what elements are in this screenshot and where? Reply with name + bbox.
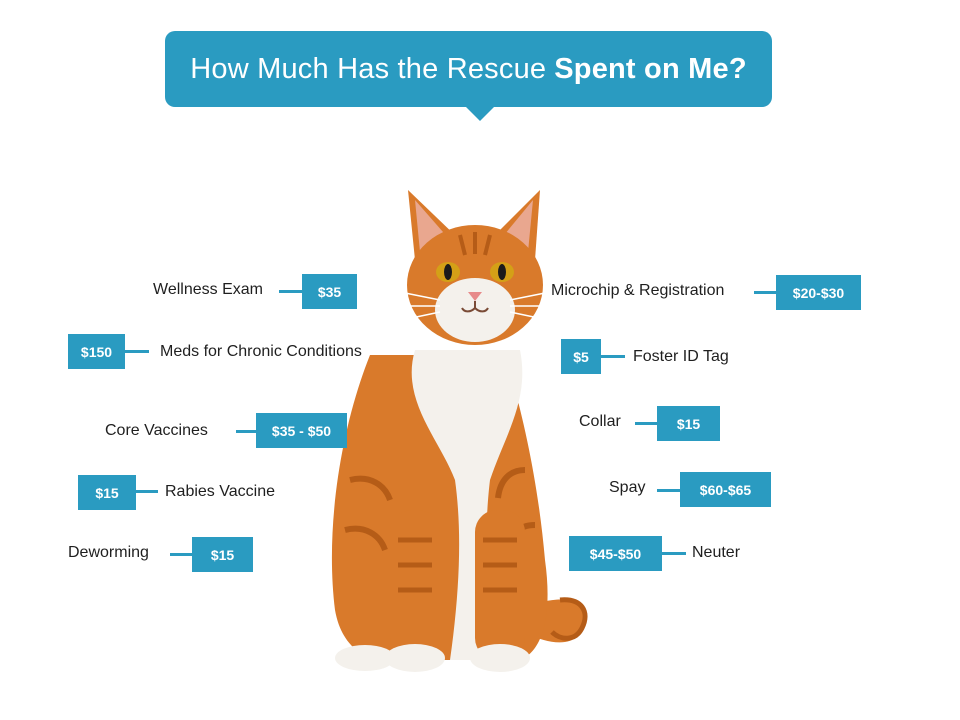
foster-tag-connector: [601, 355, 625, 358]
spay-connector: [657, 489, 680, 492]
neuter-price: $45-$50: [569, 536, 662, 571]
collar-price: $15: [657, 406, 720, 441]
core-vaccines-label: Core Vaccines: [105, 422, 208, 439]
collar-label: Collar: [579, 413, 621, 430]
microchip-label: Microchip & Registration: [551, 282, 725, 299]
collar-connector: [635, 422, 657, 425]
wellness-exam-label: Wellness Exam: [153, 281, 263, 298]
title-regular: How Much Has the Rescue: [190, 52, 547, 85]
spay-label: Spay: [609, 479, 646, 496]
rabies-vaccine-connector: [136, 490, 158, 493]
meds-chronic-connector: [125, 350, 149, 353]
core-vaccines-connector: [236, 430, 256, 433]
orange-tabby-cat-icon: [331, 190, 588, 672]
meds-chronic-price: $150: [68, 334, 125, 369]
deworming-label: Deworming: [68, 544, 149, 561]
banner-pointer: [465, 106, 495, 121]
rabies-vaccine-price: $15: [78, 475, 136, 510]
microchip-connector: [754, 291, 776, 294]
title-banner: How Much Has the Rescue Spent on Me?: [165, 31, 772, 121]
foster-tag-price: $5: [561, 339, 601, 374]
core-vaccines-price: $35 - $50: [256, 413, 347, 448]
title-bold: Spent on Me?: [554, 52, 747, 85]
wellness-exam-connector: [279, 290, 302, 293]
neuter-label: Neuter: [692, 544, 741, 561]
deworming-price: $15: [192, 537, 253, 572]
meds-chronic-label: Meds for Chronic Conditions: [160, 343, 362, 360]
microchip-price: $20-$30: [776, 275, 861, 310]
deworming-connector: [170, 553, 192, 556]
spay-price: $60-$65: [680, 472, 771, 507]
neuter-connector: [662, 552, 686, 555]
rabies-vaccine-label: Rabies Vaccine: [165, 483, 275, 500]
wellness-exam-price: $35: [302, 274, 357, 309]
foster-tag-label: Foster ID Tag: [633, 348, 729, 365]
